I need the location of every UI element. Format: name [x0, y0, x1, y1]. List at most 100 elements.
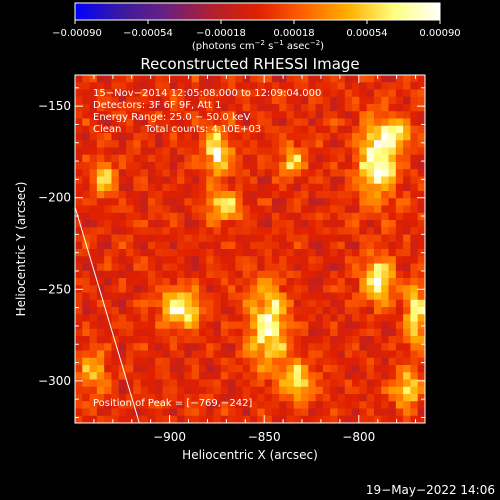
- heatmap-cell: [388, 299, 397, 308]
- heatmap-cell: [177, 176, 185, 185]
- heatmap-cell: [250, 321, 258, 330]
- heatmap-cell: [147, 299, 156, 308]
- heatmap-cell: [147, 183, 156, 192]
- heatmap-cell: [279, 133, 287, 141]
- heatmap-cell: [308, 299, 317, 308]
- heatmap-cell: [169, 147, 178, 156]
- heatmap-cell: [279, 183, 287, 192]
- heatmap-cell: [111, 357, 120, 366]
- heatmap-cell: [140, 379, 149, 388]
- heatmap-cell: [366, 241, 375, 250]
- heatmap-cell: [162, 307, 171, 315]
- heatmap-cell: [242, 408, 251, 417]
- heatmap-cell: [169, 372, 178, 380]
- heatmap-cell: [82, 394, 90, 402]
- heatmap-cell: [213, 234, 222, 243]
- heatmap-cell: [235, 220, 244, 228]
- heatmap-cell: [301, 96, 309, 105]
- heatmap-cell: [250, 336, 258, 344]
- heatmap-cell: [206, 336, 214, 344]
- heatmap-cell: [242, 278, 251, 286]
- heatmap-cell: [330, 147, 338, 156]
- heatmap-cell: [301, 212, 309, 221]
- heatmap-cell: [118, 321, 127, 330]
- heatmap-cell: [104, 379, 112, 388]
- heatmap-cell: [228, 307, 236, 315]
- heatmap-cell: [169, 249, 178, 257]
- heatmap-cell: [104, 234, 112, 243]
- heatmap-cell: [279, 357, 287, 366]
- heatmap-cell: [250, 379, 258, 388]
- heatmap-cell: [147, 394, 156, 402]
- heatmap-cell: [198, 191, 207, 199]
- heatmap-cell: [395, 415, 404, 423]
- heatmap-cell: [279, 104, 287, 112]
- heatmap-cell: [82, 125, 90, 134]
- heatmap-cell: [75, 299, 83, 308]
- heatmap-cell: [388, 365, 397, 373]
- heatmap-cell: [403, 278, 411, 286]
- heatmap-cell: [184, 82, 193, 90]
- heatmap-cell: [82, 75, 90, 83]
- heatmap-cell: [417, 227, 425, 235]
- heatmap-cell: [104, 249, 112, 257]
- heatmap-cell: [133, 249, 142, 257]
- heatmap-cell: [315, 118, 324, 127]
- heatmap-cell: [301, 191, 309, 199]
- heatmap-cell: [257, 256, 265, 264]
- heatmap-cell: [147, 278, 156, 286]
- heatmap-cell: [213, 328, 222, 337]
- heatmap-cell: [410, 212, 419, 221]
- heatmap-cell: [330, 162, 338, 170]
- heatmap-cell: [82, 401, 90, 409]
- heatmap-cell: [417, 118, 425, 127]
- heatmap-cell: [104, 169, 112, 177]
- heatmap-cell: [417, 96, 425, 105]
- heatmap-cell: [373, 96, 382, 105]
- heatmap-cell: [104, 365, 112, 373]
- heatmap-cell: [155, 220, 163, 228]
- heatmap-cell: [140, 212, 149, 221]
- heatmap-cell: [308, 394, 317, 402]
- heatmap-cell: [177, 234, 185, 243]
- heatmap-cell: [286, 249, 295, 257]
- heatmap-cell: [162, 169, 171, 177]
- heatmap-cell: [250, 89, 258, 98]
- heatmap-cell: [301, 321, 309, 330]
- heatmap-cell: [373, 256, 382, 264]
- heatmap-cell: [417, 270, 425, 279]
- heatmap-cell: [162, 140, 171, 148]
- heatmap-cell: [191, 125, 200, 134]
- heatmap-cell: [366, 118, 375, 127]
- heatmap-cell: [191, 147, 200, 156]
- heatmap-cell: [344, 278, 353, 286]
- heatmap-cell: [366, 263, 375, 272]
- heatmap-cell: [395, 314, 404, 322]
- heatmap-cell: [417, 292, 425, 301]
- heatmap-cell: [264, 234, 273, 243]
- heatmap-cell: [293, 379, 302, 388]
- heatmap-cell: [111, 372, 120, 380]
- heatmap-cell: [344, 205, 353, 214]
- heatmap-cell: [118, 198, 127, 206]
- heatmap-cell: [228, 183, 236, 192]
- heatmap-cell: [213, 314, 222, 322]
- heatmap-cell: [410, 234, 419, 243]
- heatmap-cell: [410, 372, 419, 380]
- heatmap-cell: [96, 350, 105, 359]
- heatmap-cell: [293, 357, 302, 366]
- heatmap-cell: [271, 212, 280, 221]
- heatmap-cell: [162, 234, 171, 243]
- heatmap-cell: [315, 350, 324, 359]
- heatmap-cell: [279, 96, 287, 105]
- heatmap-cell: [169, 212, 178, 221]
- heatmap-cell: [133, 89, 142, 98]
- heatmap-cell: [118, 183, 127, 192]
- heatmap-cell: [126, 408, 134, 417]
- heatmap-cell: [162, 299, 171, 308]
- heatmap-cell: [308, 162, 317, 170]
- heatmap-cell: [271, 292, 280, 301]
- heatmap-cell: [169, 328, 178, 337]
- heatmap-cell: [191, 82, 200, 90]
- heatmap-cell: [301, 285, 309, 293]
